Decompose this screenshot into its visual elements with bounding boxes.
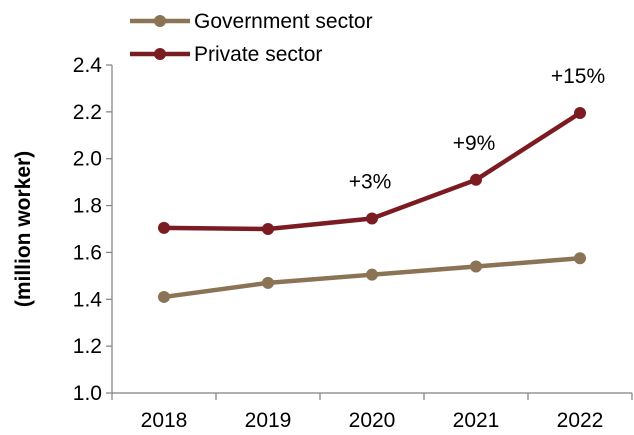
x-tick-label: 2019 bbox=[245, 409, 292, 432]
y-tick-label: 2.0 bbox=[73, 148, 102, 171]
x-ticks: 2018 2019 2020 2021 2022 bbox=[111, 393, 633, 432]
growth-annotation: +15% bbox=[551, 65, 605, 88]
x-tick-label: 2020 bbox=[349, 409, 396, 432]
x-tick-label: 2018 bbox=[141, 409, 188, 432]
data-point bbox=[470, 260, 482, 273]
data-point bbox=[158, 290, 170, 303]
data-point bbox=[158, 221, 170, 234]
legend-swatch-marker bbox=[154, 15, 166, 27]
data-point bbox=[366, 212, 378, 225]
annotation-layer: +3% +9% +15% bbox=[349, 65, 605, 193]
axes: 1.0 1.2 1.4 1.6 1.8 2.0 2.2 2.4 2018 2019 2020 202… bbox=[73, 54, 633, 432]
data-point bbox=[366, 268, 378, 281]
y-tick-label: 2.4 bbox=[73, 54, 103, 77]
y-tick-label: 1.6 bbox=[73, 241, 102, 264]
x-tick-label: 2021 bbox=[453, 409, 500, 432]
y-tick-label: 2.2 bbox=[73, 101, 102, 124]
y-tick-label: 1.8 bbox=[73, 195, 102, 218]
data-point bbox=[262, 276, 274, 289]
y-tick-label: 1.2 bbox=[73, 335, 102, 358]
legend-label: Government sector bbox=[194, 10, 373, 33]
legend-item: Private sector bbox=[130, 43, 322, 66]
x-tick-label: 2022 bbox=[557, 409, 604, 432]
legend: Government sector Private sector bbox=[130, 10, 373, 66]
growth-annotation: +3% bbox=[349, 170, 392, 193]
growth-annotation: +9% bbox=[453, 132, 496, 155]
series-private-sector bbox=[158, 107, 586, 235]
legend-item: Government sector bbox=[130, 10, 373, 33]
data-point bbox=[262, 223, 274, 235]
y-ticks: 1.0 1.2 1.4 1.6 1.8 2.0 2.2 2.4 bbox=[73, 54, 112, 405]
legend-swatch-marker bbox=[154, 48, 166, 60]
legend-label: Private sector bbox=[194, 43, 322, 66]
data-point bbox=[574, 107, 586, 120]
data-point bbox=[470, 173, 482, 186]
data-point bbox=[574, 252, 586, 265]
y-axis-title: (million worker) bbox=[12, 151, 35, 307]
series-government-sector bbox=[158, 252, 586, 303]
y-tick-label: 1.4 bbox=[73, 288, 103, 311]
series-layer bbox=[158, 107, 586, 303]
y-tick-label: 1.0 bbox=[73, 382, 102, 405]
